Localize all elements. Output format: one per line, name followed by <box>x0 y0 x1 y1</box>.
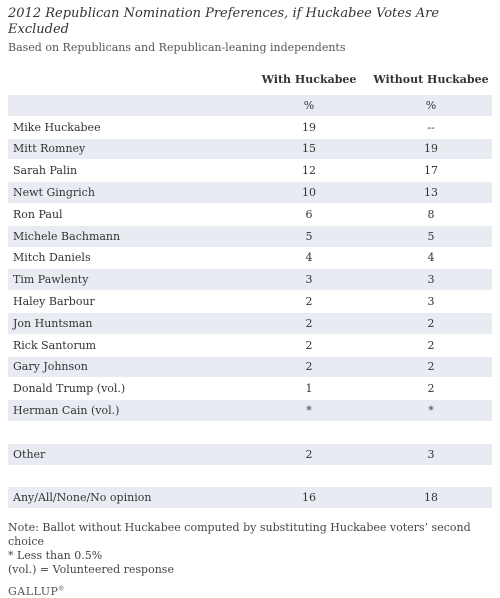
value-with-huckabee: 4 <box>248 247 370 270</box>
candidate-name: Haley Barbour <box>8 290 248 313</box>
units-blank <box>8 95 248 117</box>
table-row: Herman Cain (vol.) * * <box>8 399 492 422</box>
table-row: Tim Pawlenty 3 3 <box>8 268 492 292</box>
table-row: Haley Barbour 2 3 <box>8 290 492 313</box>
gallup-logo-text: GALLUP <box>8 585 59 598</box>
unit-label-without: % <box>370 95 492 117</box>
value-without-huckabee: 5 <box>370 225 492 248</box>
value-without-huckabee: 19 <box>370 138 492 161</box>
value-with-huckabee: 19 <box>248 116 370 139</box>
table-row: Michele Bachmann 5 5 <box>8 225 492 248</box>
table-row: Sarah Palin 12 17 <box>8 159 492 183</box>
value-with-huckabee: 1 <box>248 377 370 401</box>
unit-label-with: % <box>248 95 370 117</box>
value-with-huckabee: 2 <box>248 290 370 313</box>
candidate-name: Michele Bachmann <box>8 225 248 248</box>
table-row: Ron Paul 6 8 <box>8 203 492 226</box>
value-with-huckabee: 6 <box>248 203 370 226</box>
value-with-huckabee: 2 <box>248 443 370 466</box>
value-without-huckabee: 2 <box>370 334 492 357</box>
value-without-huckabee: * <box>370 399 492 422</box>
value-with-huckabee: 3 <box>248 268 370 292</box>
value-without-huckabee: -- <box>370 116 492 139</box>
candidate-name: Donald Trump (vol.) <box>8 377 248 401</box>
column-header-without: Without Huckabee <box>373 72 489 86</box>
table-row: Rick Santorum 2 2 <box>8 334 492 357</box>
value-without-huckabee: 13 <box>370 181 492 204</box>
gallup-logo: GALLUP® <box>8 585 492 598</box>
chart-title: 2012 Republican Nomination Preferences, … <box>8 6 440 37</box>
spacer-row <box>8 465 492 488</box>
column-header-with: With Huckabee <box>261 72 357 86</box>
candidate-name: Gary Johnson <box>8 356 248 379</box>
candidate-name: Tim Pawlenty <box>8 268 248 292</box>
value-without-huckabee: 17 <box>370 159 492 183</box>
value-without-huckabee: 8 <box>370 203 492 226</box>
table-row: Newt Gingrich 10 13 <box>8 181 492 204</box>
value-with-huckabee: 2 <box>248 312 370 335</box>
results-table: With Huckabee Without Huckabee % % Mike … <box>8 63 492 510</box>
candidate-name: Jon Huntsman <box>8 312 248 335</box>
footnote-vol: (vol.) = Volunteered response <box>8 563 174 577</box>
gallup-logo-mark: ® <box>58 585 65 593</box>
table-row: Jon Huntsman 2 2 <box>8 312 492 335</box>
footnote-asterisk: * Less than 0.5% <box>8 549 103 563</box>
table-body: % % Mike Huckabee 19 -- Mitt Romney 15 19 Sara… <box>8 95 492 510</box>
value-without-huckabee: 3 <box>370 268 492 292</box>
table-row: Mitt Romney 15 19 <box>8 138 492 161</box>
footnote-ballot: Note: Ballot without Huckabee computed b… <box>8 521 471 549</box>
chart-subtitle: Based on Republicans and Republican-lean… <box>8 41 346 54</box>
candidate-name: Mitt Romney <box>8 138 248 161</box>
header-row: With Huckabee Without Huckabee <box>8 63 492 95</box>
candidate-name: Sarah Palin <box>8 159 248 183</box>
value-with-huckabee: 10 <box>248 181 370 204</box>
table-row: Mike Huckabee 19 -- <box>8 116 492 139</box>
value-with-huckabee: 2 <box>248 334 370 357</box>
value-with-huckabee: 2 <box>248 356 370 379</box>
value-without-huckabee: 2 <box>370 312 492 335</box>
value-with-huckabee: 5 <box>248 225 370 248</box>
units-row: % % <box>8 95 492 117</box>
value-without-huckabee: 2 <box>370 377 492 401</box>
value-without-huckabee: 4 <box>370 247 492 270</box>
table-row: Gary Johnson 2 2 <box>8 356 492 379</box>
value-without-huckabee: 3 <box>370 443 492 466</box>
spacer-cell <box>248 421 370 444</box>
spacer-row <box>8 421 492 444</box>
table-row: Other 2 3 <box>8 443 492 466</box>
table-row: Mitch Daniels 4 4 <box>8 247 492 270</box>
candidate-name: Any/All/None/No opinion <box>8 486 248 510</box>
spacer-cell <box>370 421 492 444</box>
value-without-huckabee: 3 <box>370 290 492 313</box>
value-without-huckabee: 18 <box>370 486 492 510</box>
candidate-name: Mitch Daniels <box>8 247 248 270</box>
value-with-huckabee: 15 <box>248 138 370 161</box>
candidate-name: Rick Santorum <box>8 334 248 357</box>
spacer-cell <box>8 421 248 444</box>
value-with-huckabee: 12 <box>248 159 370 183</box>
header-blank <box>8 63 248 95</box>
footnotes: Note: Ballot without Huckabee computed b… <box>8 521 492 577</box>
candidate-name: Newt Gingrich <box>8 181 248 204</box>
candidate-name: Other <box>8 443 248 466</box>
spacer-cell <box>370 465 492 488</box>
spacer-cell <box>248 465 370 488</box>
candidate-name: Mike Huckabee <box>8 116 248 139</box>
value-with-huckabee: * <box>248 399 370 422</box>
table-row: Donald Trump (vol.) 1 2 <box>8 377 492 401</box>
candidate-name: Herman Cain (vol.) <box>8 399 248 422</box>
table-row: Any/All/None/No opinion 16 18 <box>8 486 492 510</box>
value-without-huckabee: 2 <box>370 356 492 379</box>
spacer-cell <box>8 465 248 488</box>
candidate-name: Ron Paul <box>8 203 248 226</box>
value-with-huckabee: 16 <box>248 486 370 510</box>
